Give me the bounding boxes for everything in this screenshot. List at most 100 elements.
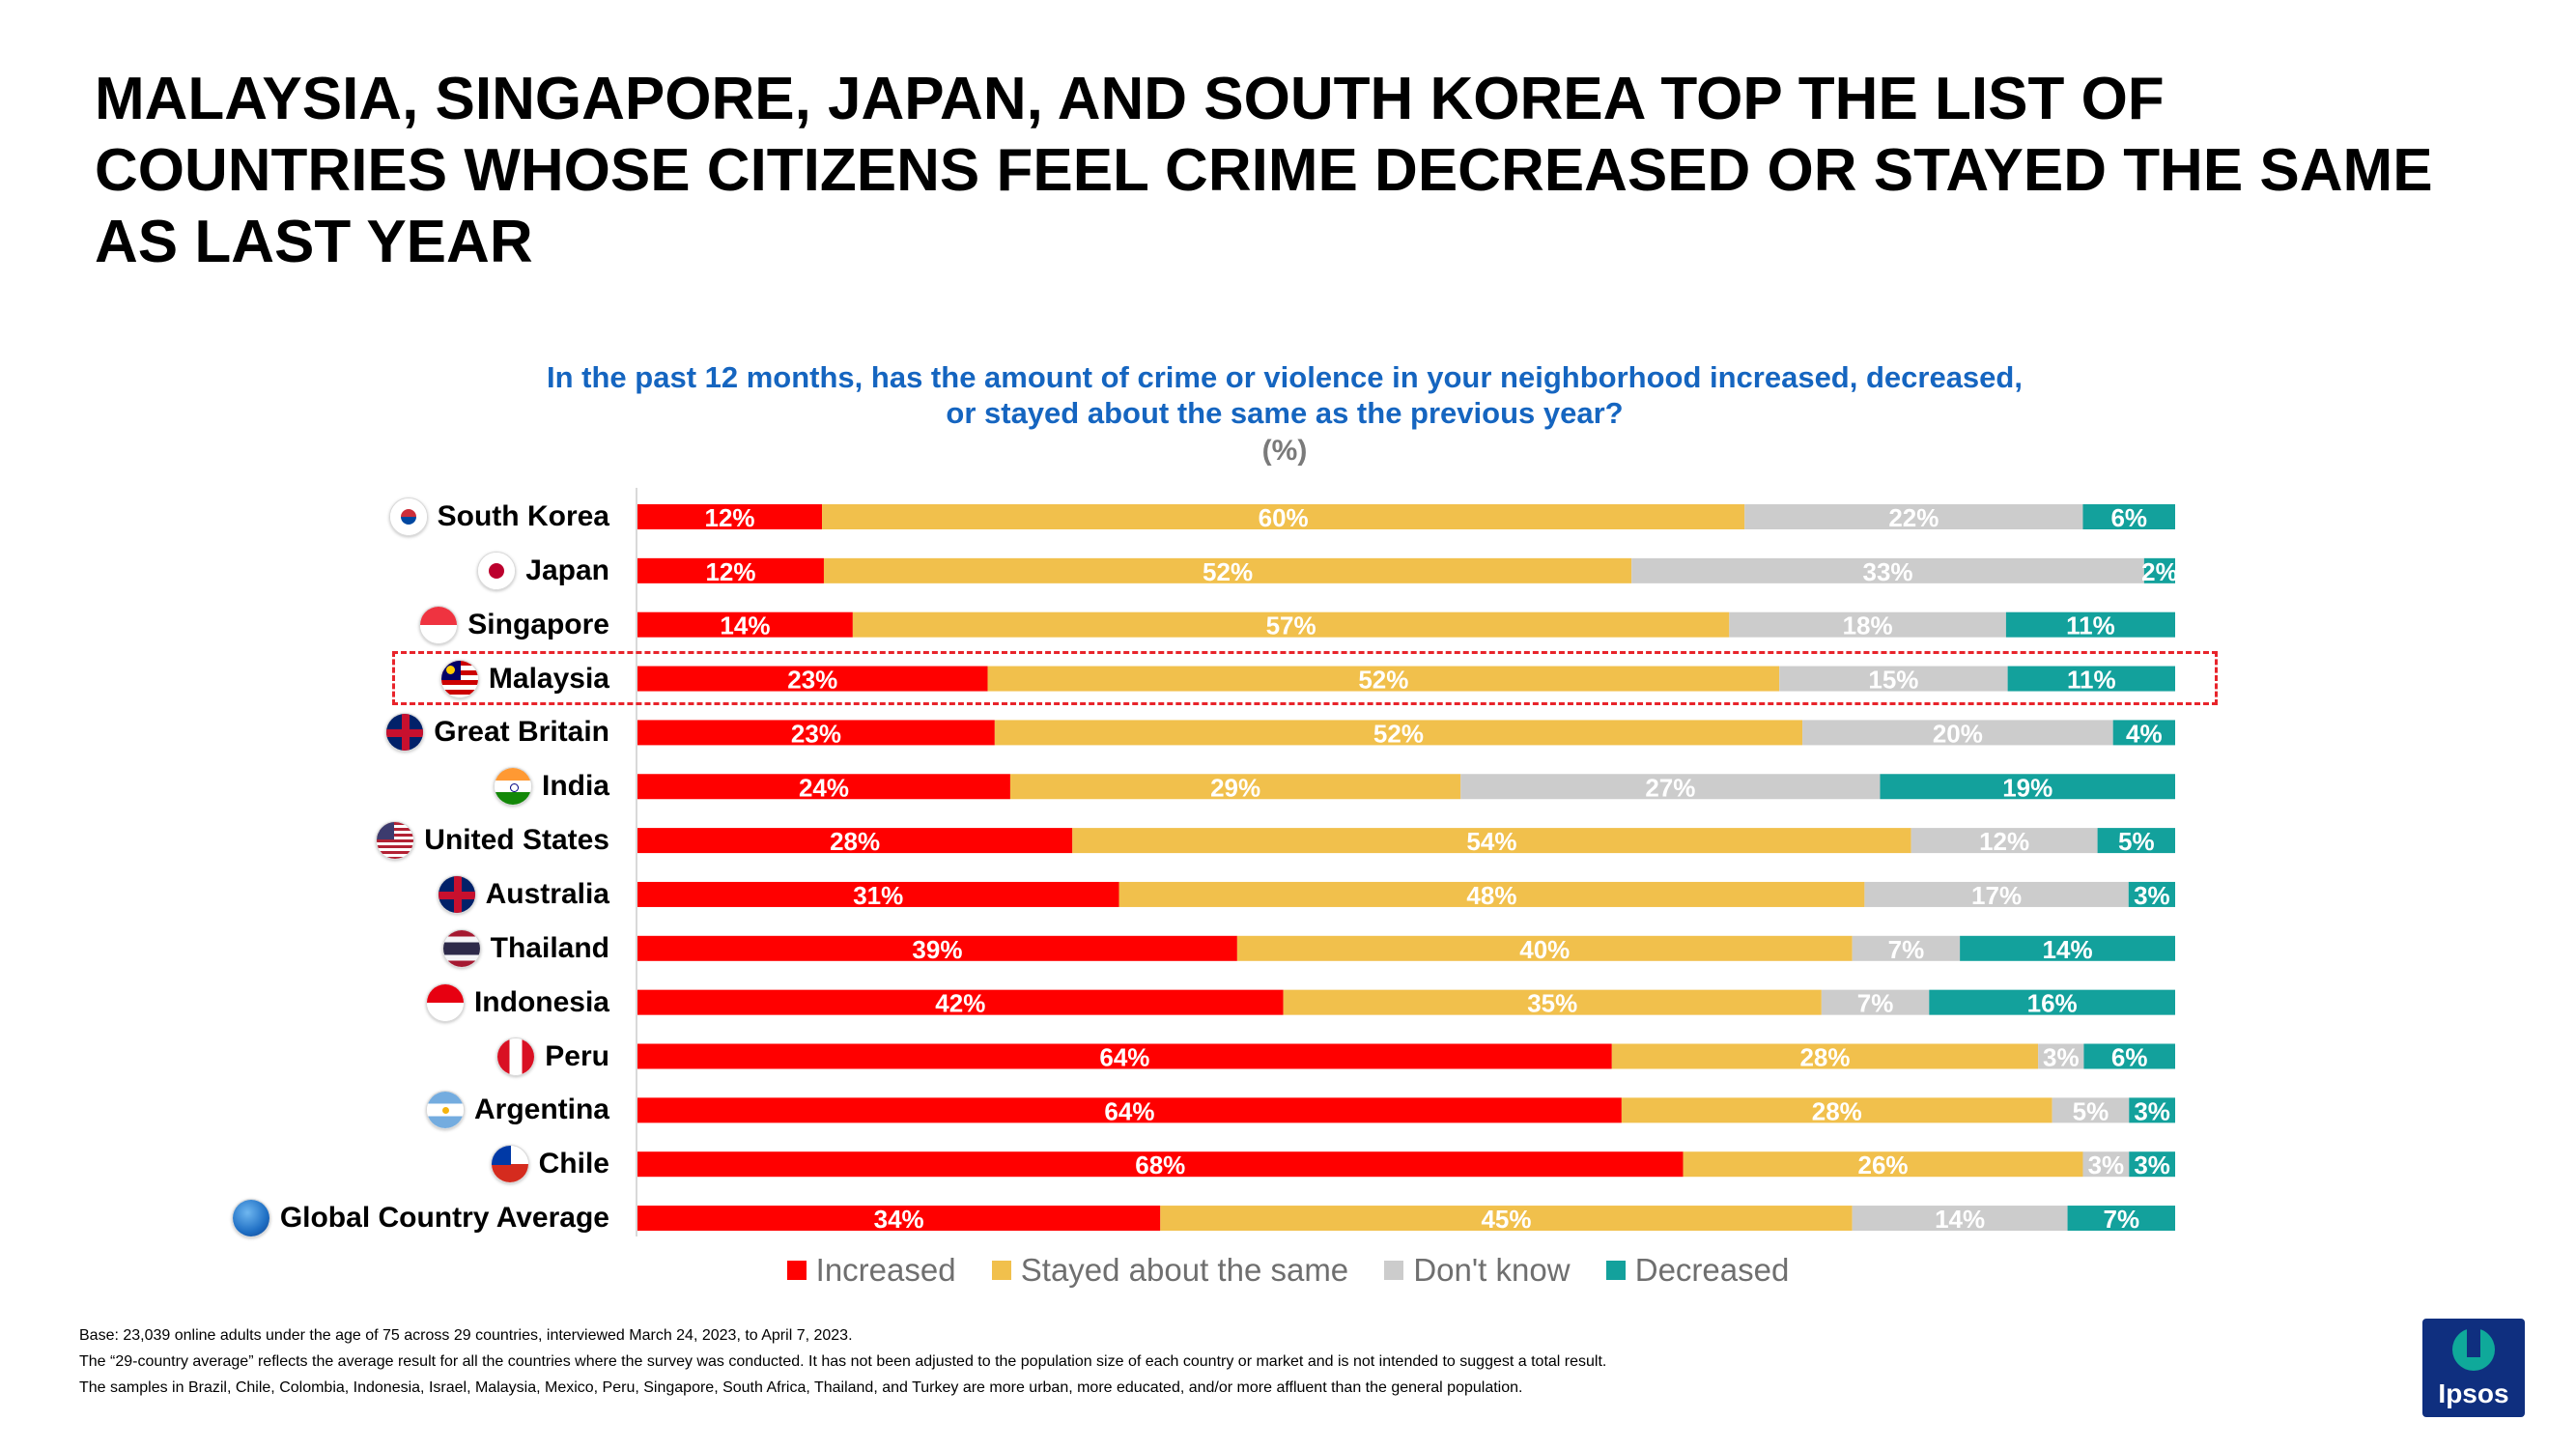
bar-same-australia	[1118, 881, 1865, 907]
data-label-decreased-japan: 2%	[2141, 557, 2178, 586]
data-label-dontknow-japan: 33%	[1862, 557, 1912, 586]
country-label-malaysia: Malaysia	[488, 662, 609, 695]
bar-same-global-country-average	[1160, 1206, 1853, 1232]
country-label-peru: Peru	[545, 1039, 609, 1072]
data-label-same-singapore: 57%	[1266, 611, 1316, 640]
data-label-dontknow-australia: 17%	[1971, 881, 2022, 910]
data-label-increased-india: 24%	[799, 773, 849, 802]
data-label-dontknow-great-britain: 20%	[1933, 719, 1983, 748]
data-label-same-australia: 48%	[1466, 881, 1516, 910]
bar-decreased-great-britain	[2112, 720, 2175, 746]
data-label-same-japan: 52%	[1203, 557, 1253, 586]
data-label-dontknow-malaysia: 15%	[1868, 666, 1918, 695]
footnote-average: The “29-country average” reflects the av…	[79, 1353, 1607, 1370]
country-label-chile: Chile	[538, 1148, 609, 1180]
data-label-decreased-indonesia: 16%	[2027, 989, 2078, 1018]
flag-icon-india	[493, 767, 532, 807]
bar-increased-argentina	[637, 1097, 1622, 1123]
category-axis-line	[636, 488, 637, 1236]
data-label-decreased-global-country-average: 7%	[2103, 1205, 2139, 1234]
bar-same-chile	[1683, 1151, 2083, 1178]
legend-label-increased: Increased	[815, 1252, 956, 1288]
ipsos-logo-mark	[2452, 1328, 2495, 1371]
data-label-dontknow-united-states: 12%	[1979, 827, 2029, 856]
bar-same-great-britain	[994, 720, 1803, 746]
data-label-increased-chile: 68%	[1135, 1151, 1185, 1179]
flag-icon-chile	[490, 1145, 529, 1184]
bar-same-thailand	[1236, 935, 1853, 961]
bar-increased-great-britain	[637, 720, 995, 746]
bar-same-argentina	[1621, 1097, 2052, 1123]
data-label-same-south-korea: 60%	[1259, 503, 1309, 532]
data-label-decreased-south-korea: 6%	[2110, 503, 2147, 532]
data-label-increased-australia: 31%	[853, 881, 903, 910]
data-label-dontknow-argentina: 5%	[2073, 1096, 2109, 1125]
country-label-india: India	[541, 770, 609, 803]
country-label-great-britain: Great Britain	[434, 716, 609, 749]
legend-item-increased: Increased	[786, 1252, 956, 1289]
data-label-dontknow-peru: 3%	[2043, 1043, 2080, 1072]
bar-dontknow-chile	[2082, 1151, 2130, 1178]
data-label-increased-singapore: 14%	[720, 611, 770, 640]
bar-decreased-global-country-average	[2067, 1206, 2175, 1232]
bar-decreased-indonesia	[1929, 989, 2175, 1015]
footnote-base: Base: 23,039 online adults under the age…	[79, 1327, 853, 1344]
bar-dontknow-india	[1460, 774, 1881, 800]
bar-same-singapore	[852, 611, 1730, 638]
data-label-increased-south-korea: 12%	[704, 503, 754, 532]
data-label-decreased-chile: 3%	[2134, 1151, 2170, 1179]
bar-decreased-india	[1880, 774, 2175, 800]
data-label-same-great-britain: 52%	[1373, 719, 1424, 748]
data-label-decreased-argentina: 3%	[2134, 1096, 2170, 1125]
data-label-increased-thailand: 39%	[912, 935, 962, 964]
chart-unit: (%)	[1261, 435, 1308, 467]
chart-question-line2: or stayed about the same as the previous…	[946, 396, 1624, 430]
data-label-decreased-singapore: 11%	[2066, 611, 2115, 640]
data-label-same-chile: 26%	[1857, 1151, 1908, 1179]
bar-same-malaysia	[987, 666, 1780, 692]
bar-increased-thailand	[637, 935, 1237, 961]
bar-increased-india	[637, 774, 1010, 800]
bar-increased-malaysia	[637, 666, 988, 692]
bar-decreased-united-states	[2097, 828, 2175, 854]
flag-icon-south-korea	[388, 497, 428, 536]
country-label-united-states: United States	[424, 824, 609, 857]
bar-dontknow-argentina	[2052, 1097, 2130, 1123]
data-label-dontknow-thailand: 7%	[1888, 935, 1925, 964]
chart-legend: Increased Stayed about the same Don't kn…	[0, 1252, 2576, 1289]
flag-icon-indonesia	[425, 982, 465, 1022]
bar-decreased-south-korea	[2082, 504, 2175, 529]
country-label-global-country-average: Global Country Average	[279, 1202, 609, 1235]
bar-increased-peru	[637, 1043, 1612, 1069]
bar-decreased-argentina	[2129, 1097, 2175, 1123]
bar-increased-global-country-average	[637, 1206, 1161, 1232]
data-label-decreased-great-britain: 4%	[2126, 719, 2163, 748]
data-label-same-malaysia: 52%	[1358, 666, 1408, 695]
legend-swatch-increased	[786, 1261, 807, 1280]
data-label-same-thailand: 40%	[1519, 935, 1570, 964]
bar-increased-united-states	[637, 828, 1073, 854]
bar-increased-south-korea	[637, 504, 823, 529]
country-label-south-korea: South Korea	[437, 500, 609, 532]
data-label-increased-global-country-average: 34%	[874, 1205, 924, 1234]
data-label-same-united-states: 54%	[1466, 827, 1516, 856]
bar-decreased-japan	[2143, 557, 2175, 583]
legend-swatch-same	[991, 1261, 1011, 1280]
data-label-decreased-india: 19%	[2002, 773, 2052, 802]
bar-decreased-singapore	[2005, 611, 2175, 638]
country-label-singapore: Singapore	[467, 608, 609, 640]
data-label-increased-great-britain: 23%	[791, 719, 841, 748]
data-label-decreased-united-states: 5%	[2118, 827, 2155, 856]
data-label-decreased-australia: 3%	[2134, 881, 2170, 910]
data-label-dontknow-global-country-average: 14%	[1935, 1205, 1985, 1234]
bar-decreased-chile	[2129, 1151, 2175, 1178]
data-label-dontknow-south-korea: 22%	[1888, 503, 1939, 532]
ipsos-logo-text: Ipsos	[2438, 1378, 2509, 1408]
page-title: MALAYSIA, SINGAPORE, JAPAN, AND SOUTH KO…	[95, 66, 2433, 275]
chart-question-line1: In the past 12 months, has the amount of…	[547, 360, 2023, 394]
legend-item-dontknow: Don't know	[1384, 1252, 1571, 1289]
bar-same-united-states	[1072, 828, 1911, 854]
flag-icon-singapore	[419, 605, 459, 644]
country-label-thailand: Thailand	[490, 931, 609, 964]
